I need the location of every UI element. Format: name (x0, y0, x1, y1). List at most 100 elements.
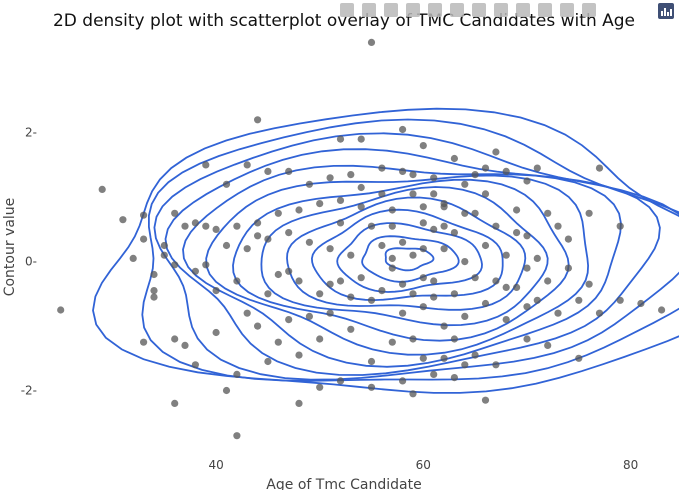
scatter-point[interactable] (399, 280, 407, 288)
scatter-point[interactable] (430, 174, 438, 182)
scatter-point[interactable] (378, 164, 386, 172)
scatter-point[interactable] (450, 335, 458, 343)
scatter-point[interactable] (440, 245, 448, 253)
scatter-point[interactable] (274, 270, 282, 279)
scatter-point[interactable] (461, 209, 469, 217)
scatter-point[interactable] (533, 254, 541, 262)
scatter-point[interactable] (585, 280, 593, 288)
scatter-point[interactable] (564, 235, 573, 243)
box-select-icon[interactable] (406, 3, 420, 17)
scatter-point[interactable] (336, 277, 345, 285)
scatter-point[interactable] (264, 290, 272, 298)
scatter-point[interactable] (140, 235, 148, 243)
scatter-point[interactable] (409, 390, 417, 398)
spike-lines-icon[interactable] (538, 3, 552, 17)
scatter-point[interactable] (326, 174, 334, 182)
scatter-point[interactable] (492, 222, 500, 230)
scatter-point[interactable] (150, 293, 158, 301)
scatter-point[interactable] (419, 245, 427, 253)
scatter-point[interactable] (357, 203, 365, 211)
scatter-point[interactable] (243, 245, 251, 253)
scatter-point[interactable] (295, 351, 303, 359)
scatter-point[interactable] (492, 277, 500, 285)
scatter-point[interactable] (409, 335, 417, 343)
zoom-in-icon[interactable] (450, 3, 464, 17)
scatter-point[interactable] (326, 280, 334, 288)
scatter-point[interactable] (212, 287, 220, 295)
scatter-point[interactable] (461, 180, 469, 188)
scatter-point[interactable] (285, 167, 293, 175)
scatter-point[interactable] (347, 171, 355, 179)
scatter-point[interactable] (450, 290, 458, 298)
scatter-point[interactable] (440, 354, 448, 362)
scatter-point[interactable] (57, 306, 65, 314)
scatter-point[interactable] (440, 322, 448, 330)
scatter-point[interactable] (388, 206, 396, 214)
scatter-point[interactable] (616, 296, 624, 304)
scatter-point[interactable] (419, 303, 427, 311)
scatter-point[interactable] (181, 222, 189, 230)
scatter-point[interactable] (119, 216, 127, 224)
scatter-point[interactable] (585, 209, 593, 217)
scatter-point[interactable] (316, 335, 324, 343)
scatter-point[interactable] (181, 341, 189, 349)
scatter-point[interactable] (430, 190, 438, 198)
scatter-point[interactable] (160, 251, 168, 259)
scatter-point[interactable] (419, 219, 427, 227)
hover-closest-icon[interactable] (560, 3, 574, 17)
scatter-point[interactable] (419, 354, 427, 362)
scatter-point[interactable] (326, 309, 334, 317)
scatter-point[interactable] (254, 219, 262, 227)
scatter-point[interactable] (264, 167, 272, 175)
scatter-point[interactable] (357, 183, 365, 192)
scatter-point[interactable] (616, 222, 624, 230)
scatter-point[interactable] (222, 241, 231, 250)
scatter-point[interactable] (388, 264, 396, 272)
scatter-point[interactable] (502, 283, 510, 291)
scatter-point[interactable] (399, 309, 407, 317)
scatter-point[interactable] (492, 148, 500, 156)
scatter-point[interactable] (222, 180, 231, 188)
scatter-point[interactable] (461, 312, 469, 320)
scatter-point[interactable] (409, 251, 417, 259)
zoom-out-icon[interactable] (472, 3, 486, 17)
scatter-point[interactable] (357, 135, 365, 143)
hover-compare-icon[interactable] (582, 3, 596, 17)
scatter-point[interactable] (243, 309, 251, 317)
scatter-point[interactable] (502, 316, 510, 324)
scatter-point[interactable] (264, 357, 272, 366)
scatter-point[interactable] (513, 229, 521, 237)
scatter-point[interactable] (481, 299, 490, 308)
scatter-point[interactable] (471, 209, 479, 217)
scatter-point[interactable] (419, 274, 427, 282)
scatter-point[interactable] (409, 190, 417, 198)
scatter-point[interactable] (378, 241, 386, 250)
scatter-point[interactable] (502, 167, 510, 175)
scatter-point[interactable] (233, 432, 241, 440)
scatter-point[interactable] (336, 135, 345, 143)
scatter-point[interactable] (336, 196, 345, 204)
scatter-point[interactable] (450, 374, 458, 382)
scatter-point[interactable] (254, 232, 262, 240)
plotly-logo-icon[interactable] (658, 3, 674, 19)
autoscale-icon[interactable] (494, 3, 508, 17)
scatter-point[interactable] (658, 306, 666, 314)
scatter-point[interactable] (140, 338, 148, 346)
scatter-point[interactable] (399, 238, 407, 246)
scatter-point[interactable] (191, 267, 199, 275)
scatter-point[interactable] (481, 241, 490, 250)
scatter-point[interactable] (502, 251, 510, 259)
reset-axes-icon[interactable] (516, 3, 530, 17)
scatter-point[interactable] (129, 254, 137, 262)
scatter-point[interactable] (171, 399, 179, 407)
scatter-point[interactable] (367, 38, 376, 47)
scatter-point[interactable] (450, 229, 458, 237)
scatter-point[interactable] (523, 264, 531, 272)
scatter-point[interactable] (367, 357, 376, 366)
scatter-point[interactable] (212, 225, 220, 233)
scatter-point[interactable] (388, 222, 396, 230)
scatter-point[interactable] (481, 396, 490, 404)
scatter-point[interactable] (305, 238, 313, 246)
pan-icon[interactable] (384, 3, 398, 17)
scatter-point[interactable] (357, 274, 365, 282)
